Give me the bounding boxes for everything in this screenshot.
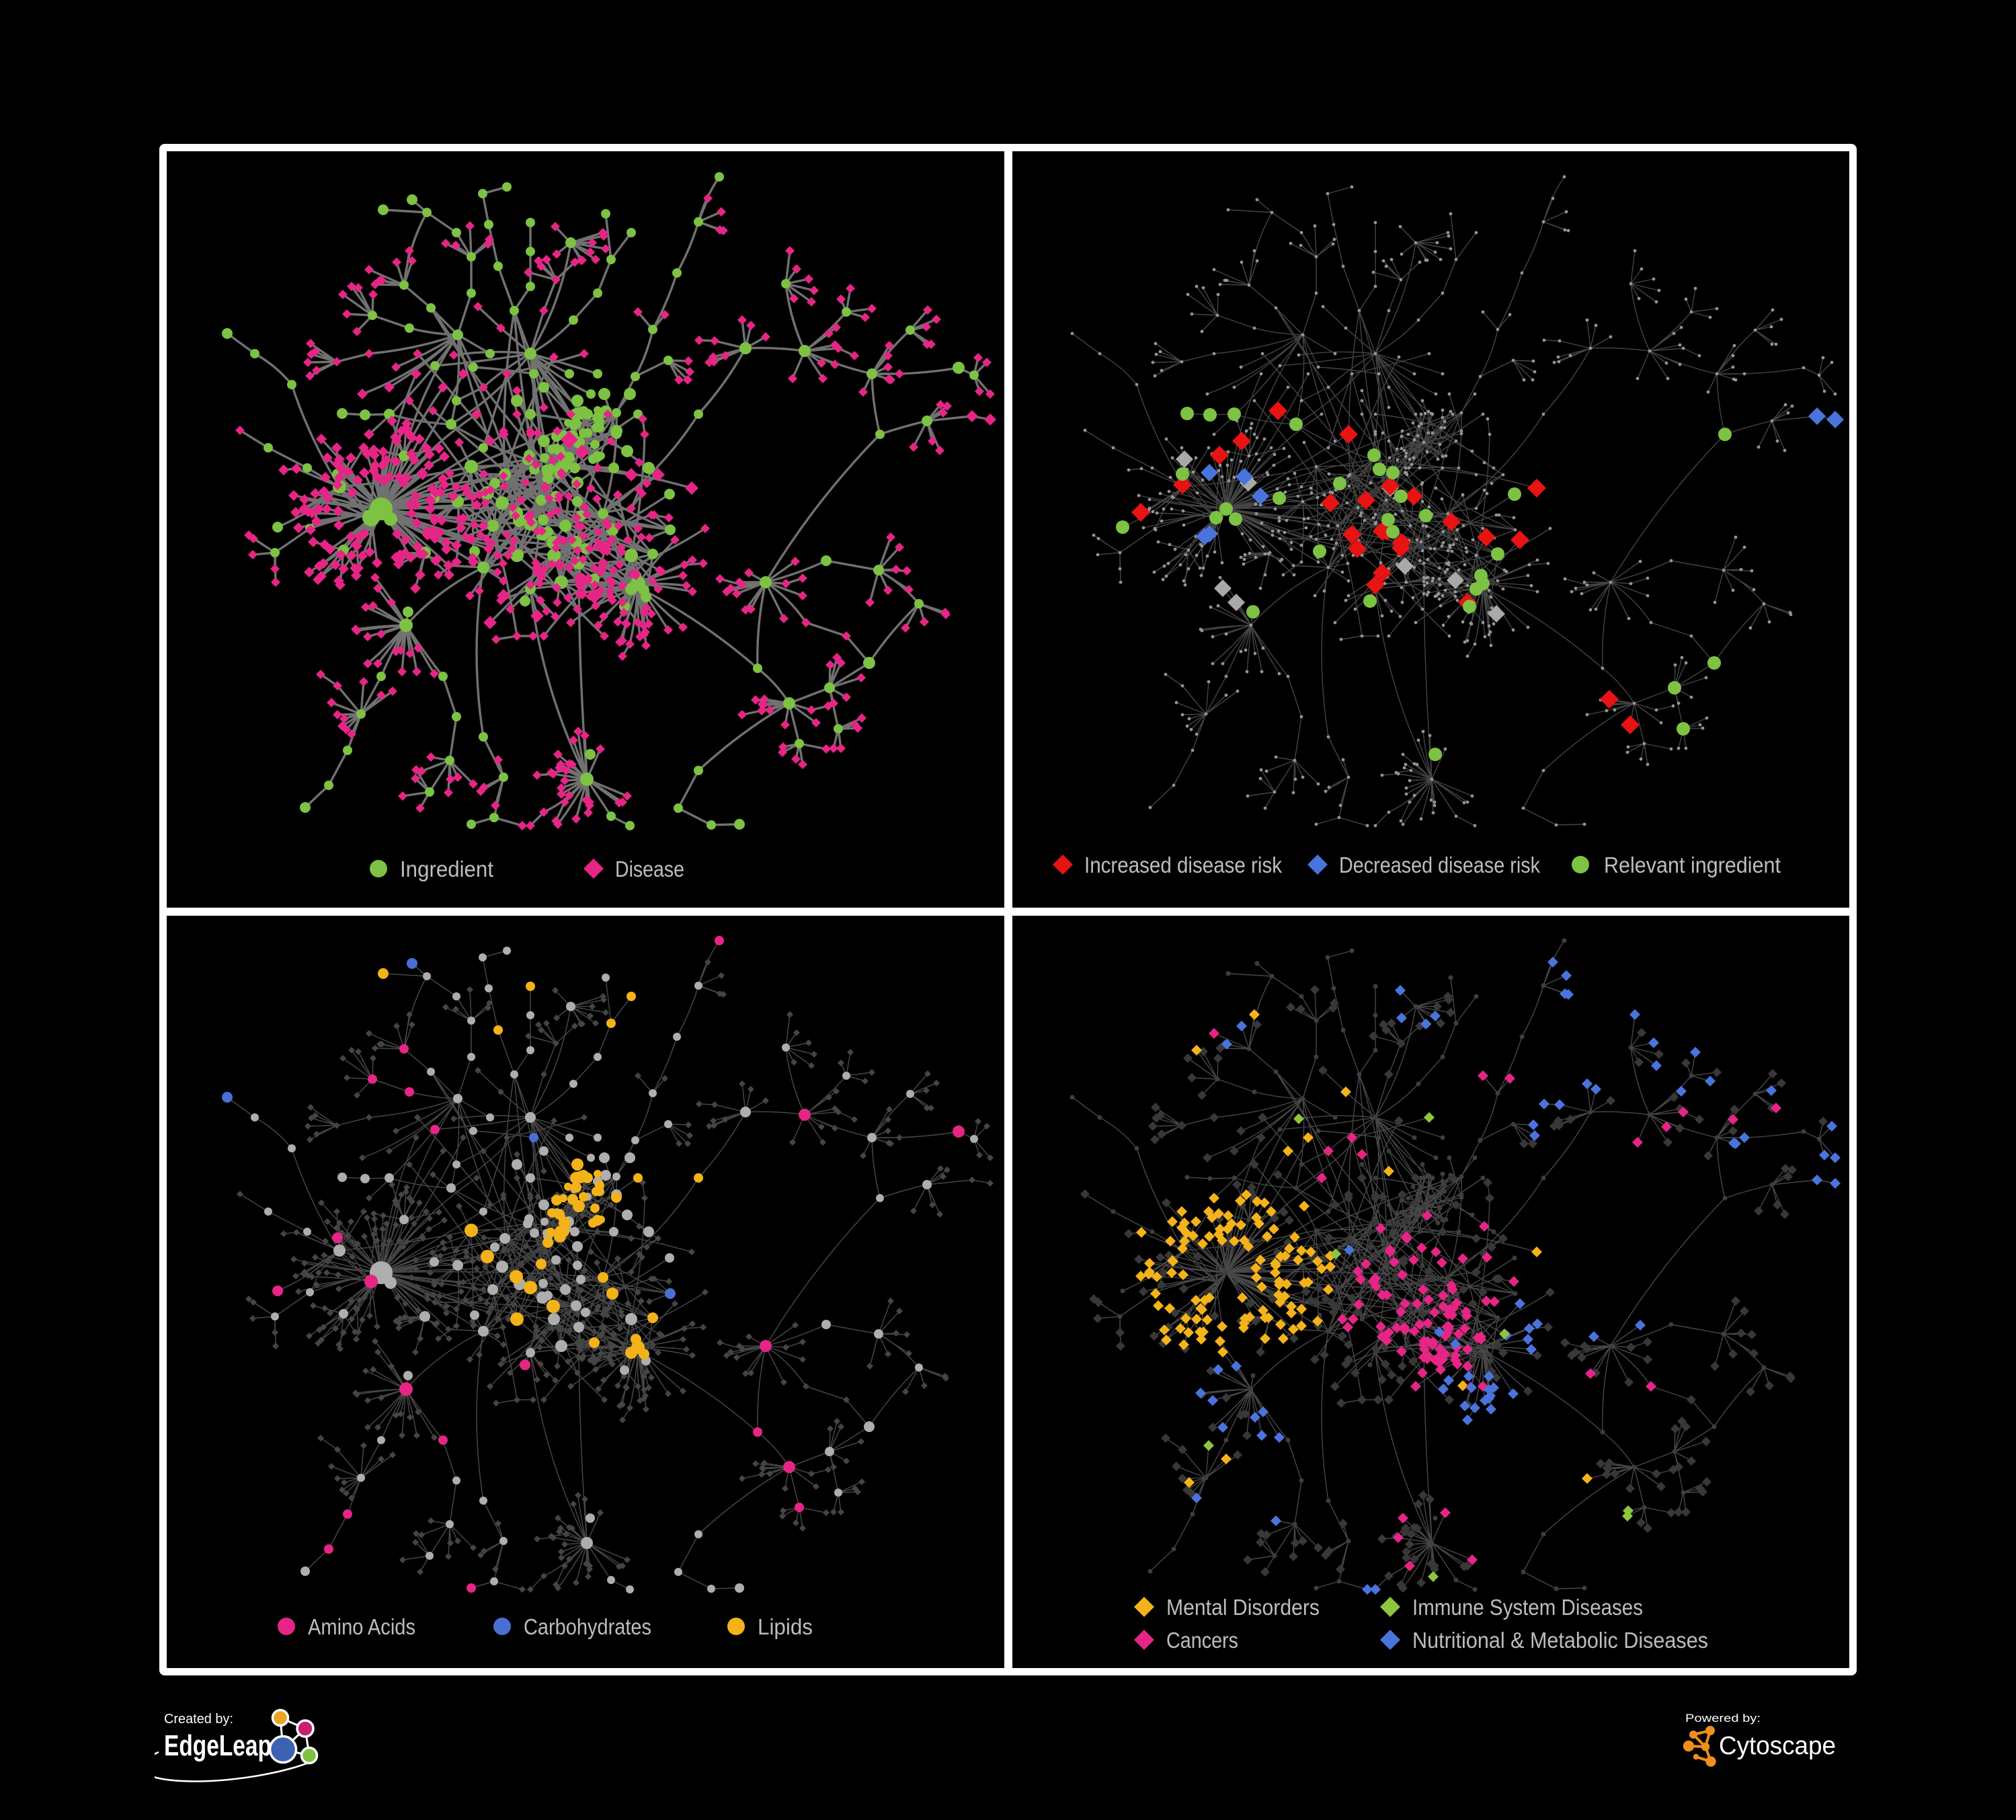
svg-text:Cancers: Cancers	[1166, 1628, 1238, 1653]
svg-text:Disease: Disease	[615, 857, 684, 881]
svg-text:Cytoscape: Cytoscape	[1719, 1732, 1836, 1760]
svg-text:Created by:: Created by:	[164, 1712, 233, 1727]
svg-text:Carbohydrates: Carbohydrates	[524, 1614, 651, 1639]
svg-text:Immune System Diseases: Immune System Diseases	[1412, 1595, 1643, 1620]
svg-text:Increased disease risk: Increased disease risk	[1084, 853, 1282, 877]
svg-text:Amino Acids: Amino Acids	[308, 1614, 415, 1639]
svg-text:Powered by:: Powered by:	[1685, 1712, 1761, 1725]
svg-text:EdgeLeap: EdgeLeap	[164, 1729, 272, 1762]
svg-text:Relevant ingredient: Relevant ingredient	[1604, 853, 1781, 877]
svg-text:Mental Disorders: Mental Disorders	[1166, 1595, 1320, 1620]
svg-text:Lipids: Lipids	[758, 1614, 813, 1639]
svg-text:Ingredient: Ingredient	[400, 857, 493, 881]
svg-text:Decreased disease risk: Decreased disease risk	[1339, 853, 1540, 877]
svg-text:Nutritional & Metabolic Diseas: Nutritional & Metabolic Diseases	[1412, 1628, 1708, 1653]
